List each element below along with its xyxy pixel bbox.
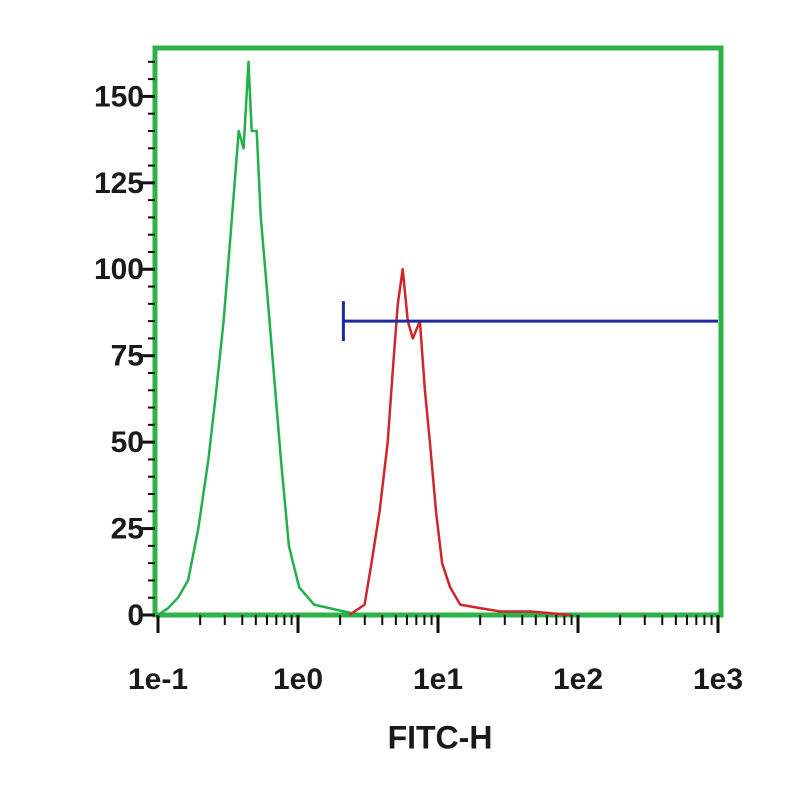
x-tick-label: 1e2 bbox=[553, 663, 603, 696]
y-tick-label: 0 bbox=[127, 599, 144, 632]
y-tick-label: 50 bbox=[111, 426, 144, 459]
y-tick-label: 100 bbox=[94, 253, 144, 286]
y-tick-label: 150 bbox=[94, 80, 144, 113]
y-tick-label: 75 bbox=[111, 340, 144, 373]
histogram-line bbox=[157, 60, 360, 617]
y-tick-label: 125 bbox=[94, 167, 144, 200]
x-axis-label: FITC-H bbox=[388, 719, 493, 755]
x-tick-label: 1e0 bbox=[273, 663, 323, 696]
y-tick-label: 25 bbox=[111, 512, 144, 545]
x-tick-label: 1e1 bbox=[413, 663, 463, 696]
x-tick-label: 1e3 bbox=[693, 663, 743, 696]
x-tick-label: 1e-1 bbox=[128, 663, 188, 696]
